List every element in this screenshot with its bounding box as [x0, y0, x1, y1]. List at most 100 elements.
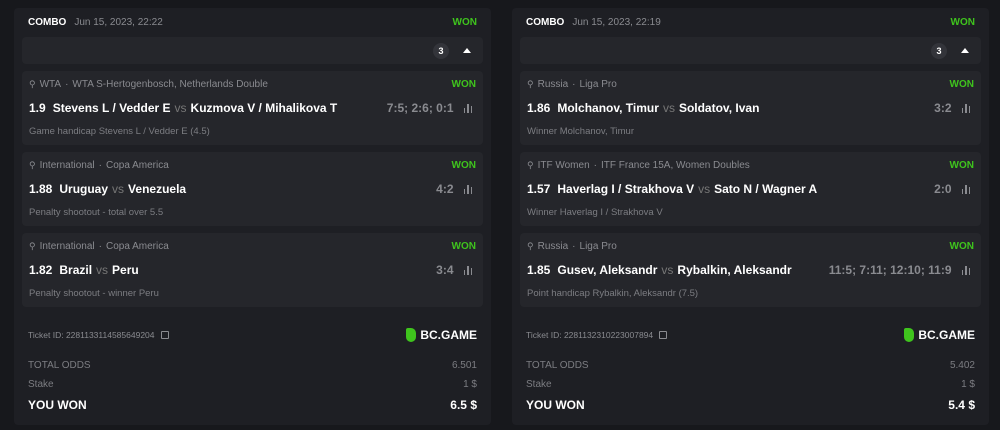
vs-label: vs [662, 101, 675, 115]
stake-label: Stake [526, 379, 552, 390]
collapse-toggle[interactable]: 3 [520, 37, 981, 64]
market: Penalty shootout - winner Peru [29, 287, 159, 299]
away-team: Peru [112, 263, 139, 277]
stats-icon[interactable] [463, 184, 472, 194]
leg-status: WON [451, 78, 476, 90]
home-team: Molchanov, Timur [557, 101, 659, 115]
copy-icon[interactable] [659, 331, 668, 339]
stake-row: Stake 1 $ [520, 375, 981, 394]
total-odds-value: 6.501 [451, 360, 477, 371]
tennis-icon: ⚲ [527, 159, 534, 170]
away-team: Rybalkin, Aleksandr [677, 263, 792, 277]
tournament: Liga Pro [579, 78, 617, 90]
league: International [39, 159, 95, 171]
chevron-up-icon[interactable] [961, 48, 969, 53]
brand-name: BC.GAME [918, 328, 975, 342]
stake-row: Stake 1 $ [22, 375, 483, 394]
vs-label: vs [112, 182, 125, 196]
score: 11:5; 7:11; 12:10; 11:9 [828, 263, 952, 277]
vs-label: vs [174, 101, 187, 115]
won-label: YOU WON [28, 398, 87, 412]
ticket-status: WON [950, 17, 975, 28]
tournament: WTA S-Hertogenbosch, Netherlands Double [72, 78, 268, 90]
leg-odds: 1.85 [527, 263, 551, 277]
won-value: 5.4 $ [948, 398, 975, 412]
market: Winner Molchanov, Timur [527, 125, 634, 137]
score: 2:0 [934, 182, 952, 196]
stats-icon[interactable] [961, 103, 970, 113]
home-team: Uruguay [59, 182, 109, 196]
leg-odds: 1.86 [527, 101, 551, 115]
market: Winner Haverlag I / Strakhova V [527, 206, 663, 218]
away-team: Soldatov, Ivan [678, 101, 760, 115]
bet-date: Jun 15, 2023, 22:22 [74, 17, 163, 28]
separator: · [572, 78, 576, 90]
home-team: Stevens L / Vedder E [52, 101, 171, 115]
away-team: Venezuela [128, 182, 187, 196]
ticket-id: Ticket ID: 2281132310223007894 [526, 330, 654, 340]
bet-leg[interactable]: ⚲ International · Copa America WON 1.88 U… [22, 152, 483, 226]
total-odds-label: TOTAL ODDS [28, 360, 91, 371]
score: 3:2 [934, 101, 952, 115]
away-team: Kuzmova V / Mihalikova T [190, 101, 338, 115]
leg-odds: 1.57 [527, 182, 551, 196]
total-odds-row: TOTAL ODDS 5.402 [520, 356, 981, 375]
market: Point handicap Rybalkin, Aleksandr (7.5) [527, 287, 699, 299]
league: Russia [537, 78, 569, 90]
tennis-icon: ⚲ [29, 78, 36, 89]
bet-date: Jun 15, 2023, 22:19 [572, 17, 661, 28]
won-row: YOU WON 6.5 $ [22, 394, 483, 416]
tournament: Liga Pro [579, 240, 617, 252]
home-team: Gusev, Aleksandr [557, 263, 658, 277]
brand-logo: BC.GAME [406, 328, 477, 342]
bet-leg[interactable]: ⚲ International · Copa America WON 1.82 B… [22, 233, 483, 307]
collapse-toggle[interactable]: 3 [22, 37, 483, 64]
leg-odds: 1.9 [29, 101, 46, 115]
league: International [39, 240, 95, 252]
tournament: Copa America [105, 240, 169, 252]
legs-count-badge: 3 [931, 42, 947, 59]
separator: · [98, 159, 102, 171]
leg-status: WON [949, 159, 974, 171]
total-odds-value: 5.402 [949, 360, 975, 371]
leg-status: WON [451, 159, 476, 171]
stats-icon[interactable] [463, 103, 472, 113]
won-label: YOU WON [526, 398, 585, 412]
bc-logo-icon [406, 328, 417, 342]
market: Penalty shootout - total over 5.5 [29, 206, 164, 218]
stats-icon[interactable] [961, 184, 970, 194]
score: 4:2 [436, 182, 454, 196]
bet-leg[interactable]: ⚲ WTA · WTA S-Hertogenbosch, Netherlands … [22, 71, 483, 145]
bet-ticket-card: COMBO Jun 15, 2023, 22:19 WON 3 ⚲ Russia… [512, 8, 989, 425]
leg-odds: 1.82 [29, 263, 53, 277]
separator: · [593, 159, 597, 171]
league: Russia [537, 240, 569, 252]
stake-label: Stake [28, 379, 54, 390]
total-odds-label: TOTAL ODDS [526, 360, 589, 371]
bet-leg[interactable]: ⚲ Russia · Liga Pro WON 1.85 Gusev, Aleks… [520, 233, 981, 307]
copy-icon[interactable] [160, 331, 169, 339]
bet-ticket-card: COMBO Jun 15, 2023, 22:22 WON 3 ⚲ WTA · W… [14, 8, 491, 425]
ticket-status: WON [452, 17, 477, 28]
vs-label: vs [661, 263, 674, 277]
stats-icon[interactable] [961, 265, 970, 275]
leg-status: WON [949, 78, 974, 90]
separator: · [65, 78, 69, 90]
bet-leg[interactable]: ⚲ Russia · Liga Pro WON 1.86 Molchanov, T… [520, 71, 981, 145]
chevron-up-icon[interactable] [463, 48, 471, 53]
home-team: Haverlag I / Strakhova V [557, 182, 695, 196]
league: ITF Women [537, 159, 590, 171]
stats-icon[interactable] [463, 265, 472, 275]
league: WTA [39, 78, 62, 90]
home-team: Brazil [59, 263, 93, 277]
bet-type: COMBO [28, 17, 67, 28]
bet-leg[interactable]: ⚲ ITF Women · ITF France 15A, Women Doubl… [520, 152, 981, 226]
separator: · [98, 240, 102, 252]
won-row: YOU WON 5.4 $ [520, 394, 981, 416]
ticket-id: Ticket ID: 2281133114585649204 [28, 330, 155, 340]
stake-value: 1 $ [961, 379, 975, 390]
fifa-icon: ⚲ [29, 240, 36, 251]
legs-count-badge: 3 [433, 42, 449, 59]
leg-status: WON [451, 240, 476, 252]
leg-status: WON [949, 240, 974, 252]
